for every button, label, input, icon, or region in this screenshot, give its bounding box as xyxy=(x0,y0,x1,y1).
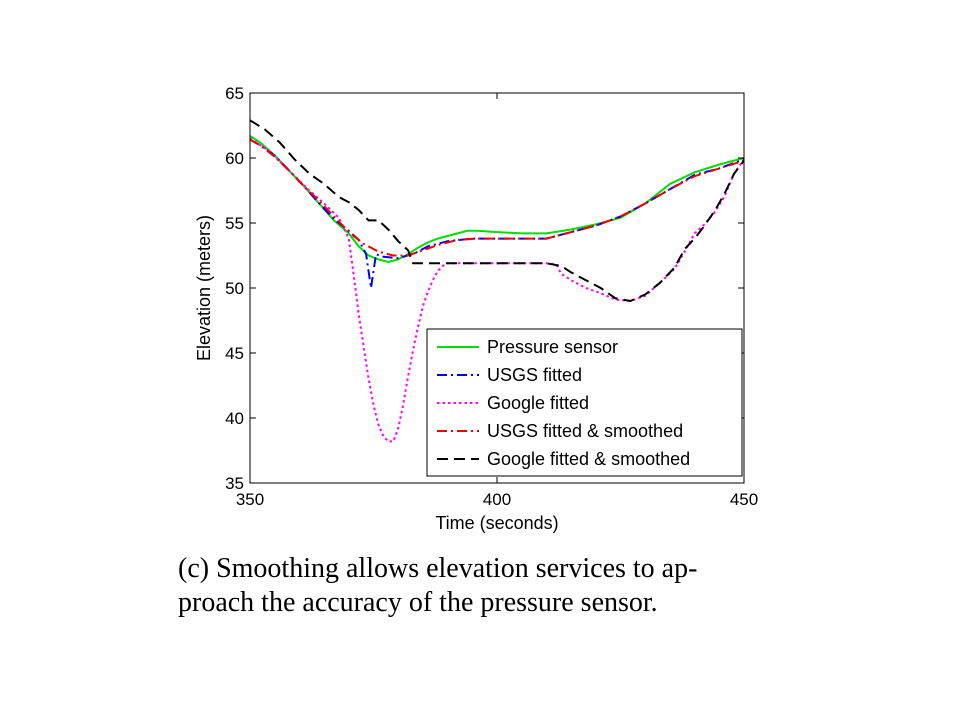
x-tick-label: 400 xyxy=(483,490,511,509)
caption-line-2: proach the accuracy of the pressure sens… xyxy=(178,587,658,618)
legend-items: Pressure sensor USGS fitted Google fitted U… xyxy=(437,337,690,469)
caption-line-1: (c) Smoothing allows elevation services … xyxy=(178,553,698,584)
legend: Pressure sensor USGS fitted Google fitted U… xyxy=(426,328,743,477)
y-tick-label: 35 xyxy=(225,474,244,493)
series-line-3 xyxy=(249,138,745,257)
legend-label-2: Google fitted xyxy=(487,393,589,413)
x-tick-label: 450 xyxy=(730,490,758,509)
y-tick-label: 45 xyxy=(225,344,244,363)
series-line-4 xyxy=(249,119,745,302)
legend-label-0: Pressure sensor xyxy=(487,337,618,357)
y-tick-label: 40 xyxy=(225,409,244,428)
x-axis-title: Time (seconds) xyxy=(435,513,558,533)
x-tick-label: 350 xyxy=(236,490,264,509)
legend-label-4: Google fitted & smoothed xyxy=(487,449,690,469)
figure-caption: (c) Smoothing allows elevation services … xyxy=(178,552,798,620)
series-line-1 xyxy=(249,138,745,289)
legend-label-3: USGS fitted & smoothed xyxy=(487,421,683,441)
y-tick-label: 65 xyxy=(225,84,244,103)
y-tick-label: 55 xyxy=(225,214,244,233)
series-line-0 xyxy=(249,135,745,263)
y-axis-title: Elevation (meters) xyxy=(194,215,214,361)
legend-label-1: USGS fitted xyxy=(487,365,582,385)
y-tick-label: 60 xyxy=(225,149,244,168)
y-tick-label: 50 xyxy=(225,279,244,298)
series-layer xyxy=(249,119,745,443)
legend-box xyxy=(426,328,743,477)
